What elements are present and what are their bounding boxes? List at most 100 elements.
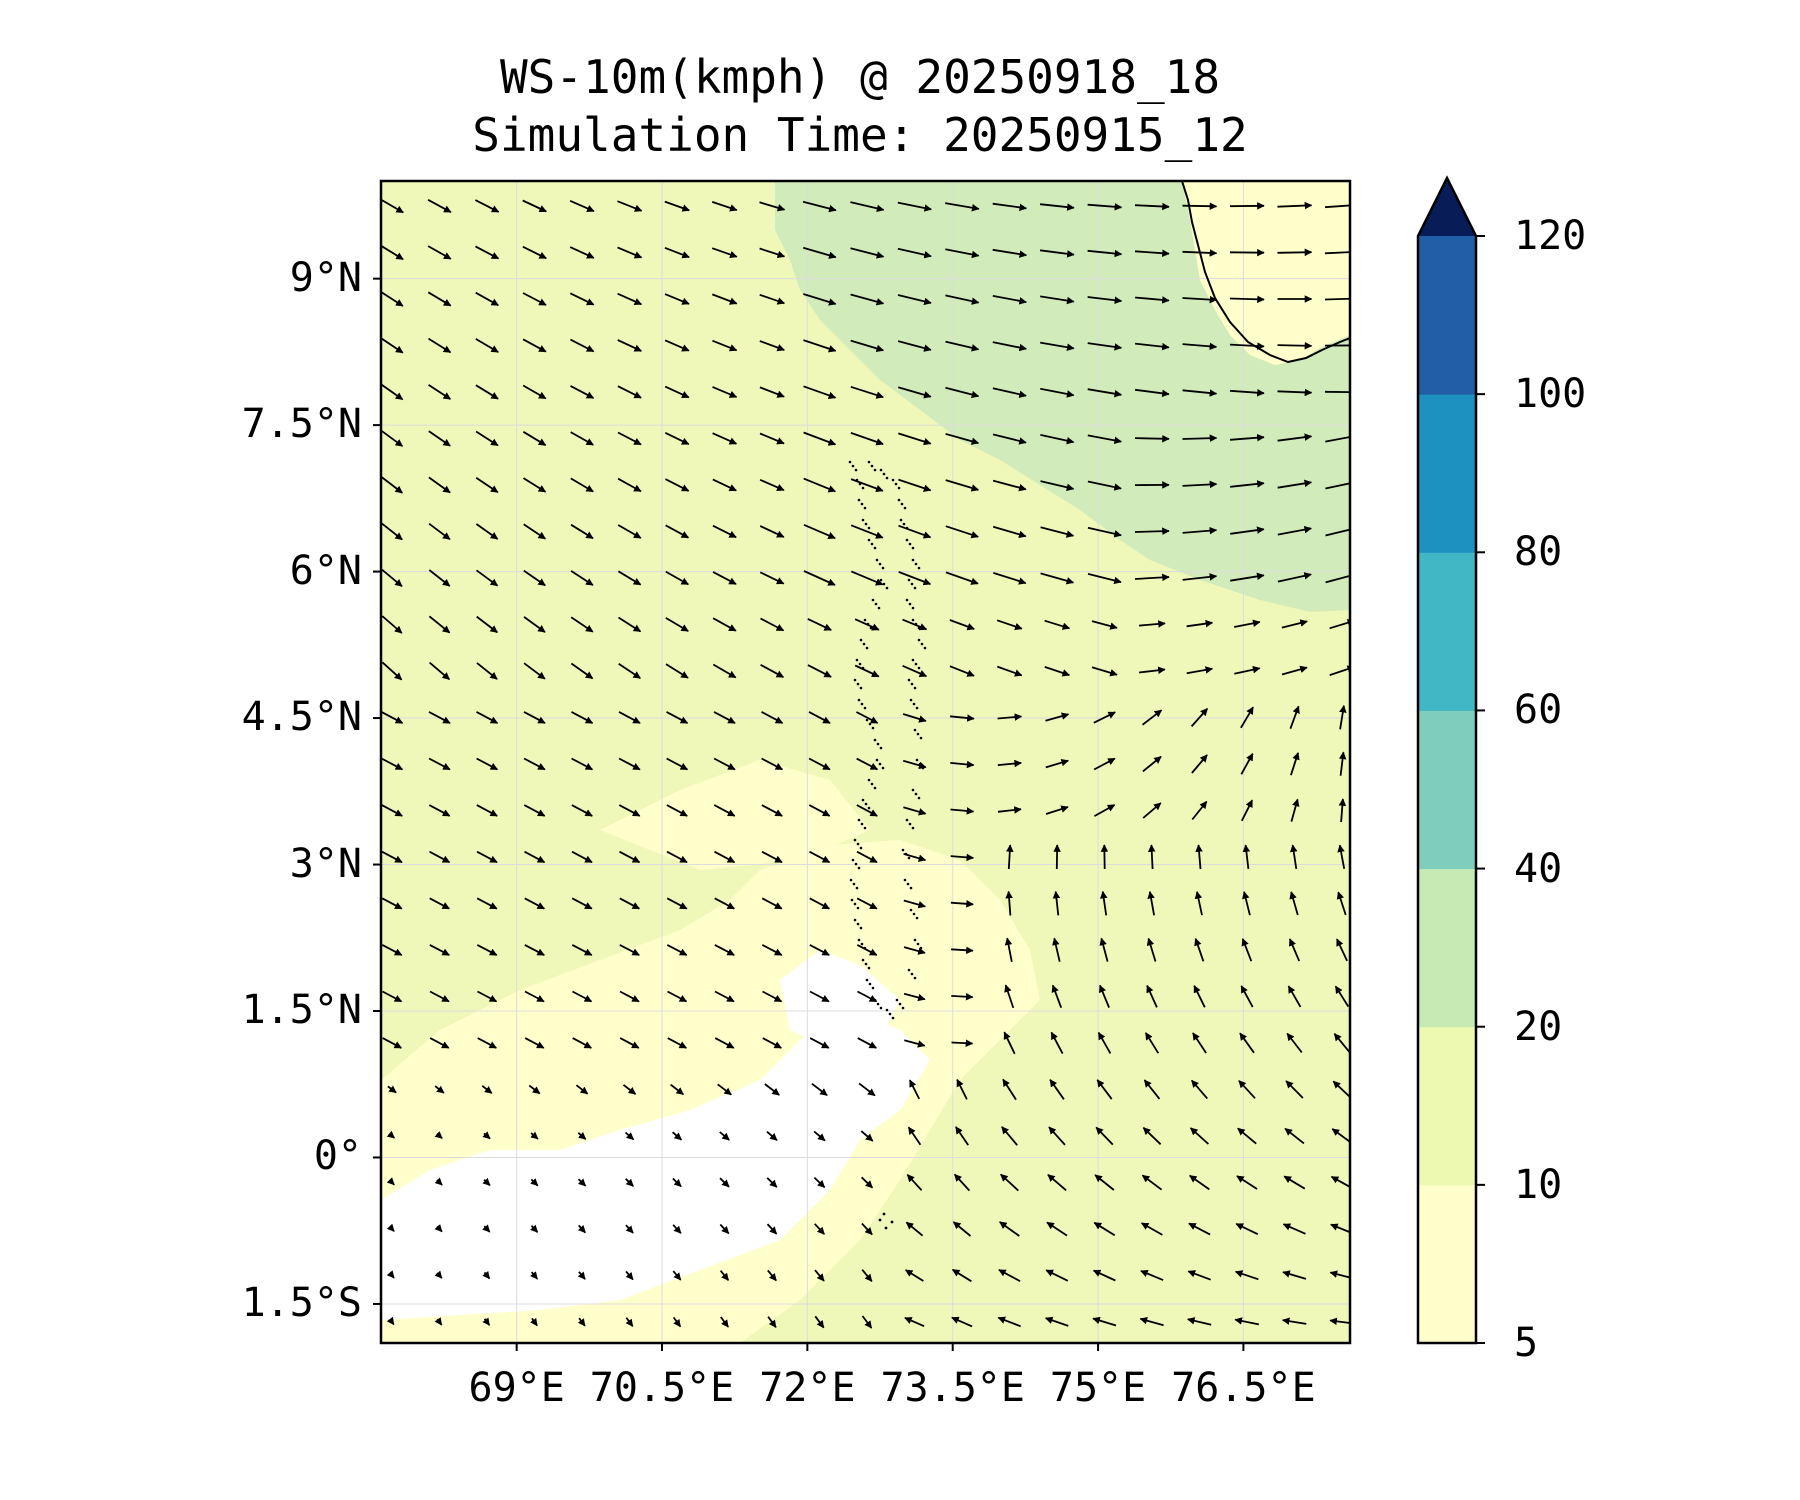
wind-arrow <box>1240 799 1254 822</box>
atoll-dot <box>861 518 865 522</box>
wind-arrow <box>1040 434 1075 445</box>
wind-arrow <box>854 618 880 631</box>
wind-arrow <box>1325 436 1350 443</box>
lon-tick-label: 73.5°E <box>880 1365 1025 1411</box>
wind-arrow <box>759 201 786 212</box>
atoll-dot <box>865 718 869 722</box>
wind-arrow <box>1087 573 1122 585</box>
wind-arrow <box>1229 388 1265 397</box>
atoll-dot <box>881 766 885 770</box>
wind-arrow <box>1188 1222 1211 1236</box>
wind-arrow <box>428 384 452 400</box>
wind-arrow <box>992 433 1027 445</box>
wind-arrow <box>1182 573 1218 581</box>
wind-arrow <box>767 1316 777 1328</box>
wind-arrow <box>854 664 880 678</box>
wind-arrow <box>803 339 837 353</box>
colorbar-tick-label: 40 <box>1514 845 1563 892</box>
wind-arrow <box>1087 203 1123 211</box>
wind-arrow <box>759 571 785 585</box>
wind-arrow <box>714 1037 735 1049</box>
atoll-dot <box>917 796 921 800</box>
wind-arrow <box>523 804 546 817</box>
lon-tick-label: 69°E <box>468 1365 565 1411</box>
wind-arrow <box>619 850 641 864</box>
wind-arrow <box>1324 251 1350 255</box>
atoll-dot <box>863 506 867 510</box>
atoll-dot <box>868 982 872 986</box>
wind-arrow <box>1336 891 1347 916</box>
wind-arrow <box>1142 755 1162 773</box>
atoll-dot <box>913 728 917 732</box>
wind-arrow <box>1087 342 1123 351</box>
wind-arrow <box>1004 937 1013 962</box>
wind-arrow <box>807 664 832 678</box>
atoll-dot <box>857 498 861 502</box>
wind-arrow <box>481 1085 493 1094</box>
wind-arrow <box>1039 249 1075 258</box>
wind-arrow <box>904 1269 924 1282</box>
wind-arrow <box>1277 388 1313 397</box>
atoll-dot <box>900 502 904 506</box>
atoll-dot <box>851 464 855 468</box>
wind-arrow <box>992 202 1028 212</box>
wind-arrow <box>1325 574 1350 584</box>
wind-arrow <box>1006 844 1014 870</box>
atoll-dot <box>884 1226 888 1230</box>
wind-arrow <box>1182 480 1218 489</box>
wind-arrow <box>523 711 546 724</box>
wind-arrow <box>1288 938 1301 962</box>
wind-arrow <box>1134 202 1170 211</box>
wind-arrow <box>1191 800 1208 821</box>
atoll-dot <box>891 478 895 482</box>
wind-arrow <box>850 293 885 306</box>
wind-arrow <box>664 431 690 446</box>
atoll-dot <box>917 666 921 670</box>
wind-arrow <box>428 804 451 817</box>
wind-arrow <box>571 804 593 817</box>
wind-arrow <box>1141 709 1163 726</box>
wind-arrow <box>670 1083 685 1096</box>
wind-arrow <box>1040 203 1075 211</box>
atoll-dot <box>913 586 917 590</box>
wind-arrow <box>1329 619 1350 630</box>
wind-arrow <box>386 1223 395 1232</box>
wind-arrow <box>672 1270 682 1281</box>
wind-arrow <box>856 757 879 771</box>
wind-arrow <box>1277 341 1313 350</box>
atoll-dot <box>917 638 921 642</box>
wind-arrow <box>714 944 735 956</box>
colorbar-segment <box>1418 552 1476 711</box>
atoll-dot <box>855 886 859 890</box>
wind-arrow <box>617 339 642 352</box>
wind-arrow <box>856 944 878 956</box>
atoll-dot <box>852 882 856 886</box>
wind-arrow <box>475 384 499 400</box>
wind-arrow <box>1334 985 1350 1008</box>
wind-arrow <box>1182 389 1218 397</box>
wind-arrow <box>1289 844 1298 870</box>
wind-arrow <box>850 247 885 259</box>
wind-arrow <box>1189 1127 1210 1145</box>
wind-arrow <box>719 1177 730 1188</box>
lat-tick-label: 7.5°N <box>241 401 362 448</box>
wind-arrow <box>1052 937 1061 962</box>
atoll-dot <box>911 606 915 610</box>
atoll-dot <box>882 472 886 476</box>
wind-arrow <box>904 1039 926 1048</box>
wind-arrow <box>945 248 980 259</box>
atoll-dot <box>875 758 879 762</box>
wind-arrow <box>1047 1174 1067 1191</box>
wind-arrow <box>898 478 932 492</box>
wind-arrow <box>1191 1079 1208 1100</box>
wind-arrow <box>762 1037 782 1049</box>
wind-arrow <box>1339 704 1347 730</box>
colorbar-tick-label: 20 <box>1514 1003 1563 1050</box>
wind-arrow <box>625 1178 634 1187</box>
atoll-dot <box>911 546 915 550</box>
wind-arrow <box>475 476 499 494</box>
atoll-dot <box>882 582 886 586</box>
wind-arrow <box>992 248 1028 258</box>
wind-arrow <box>1234 1270 1259 1281</box>
wind-arrow <box>803 431 837 446</box>
